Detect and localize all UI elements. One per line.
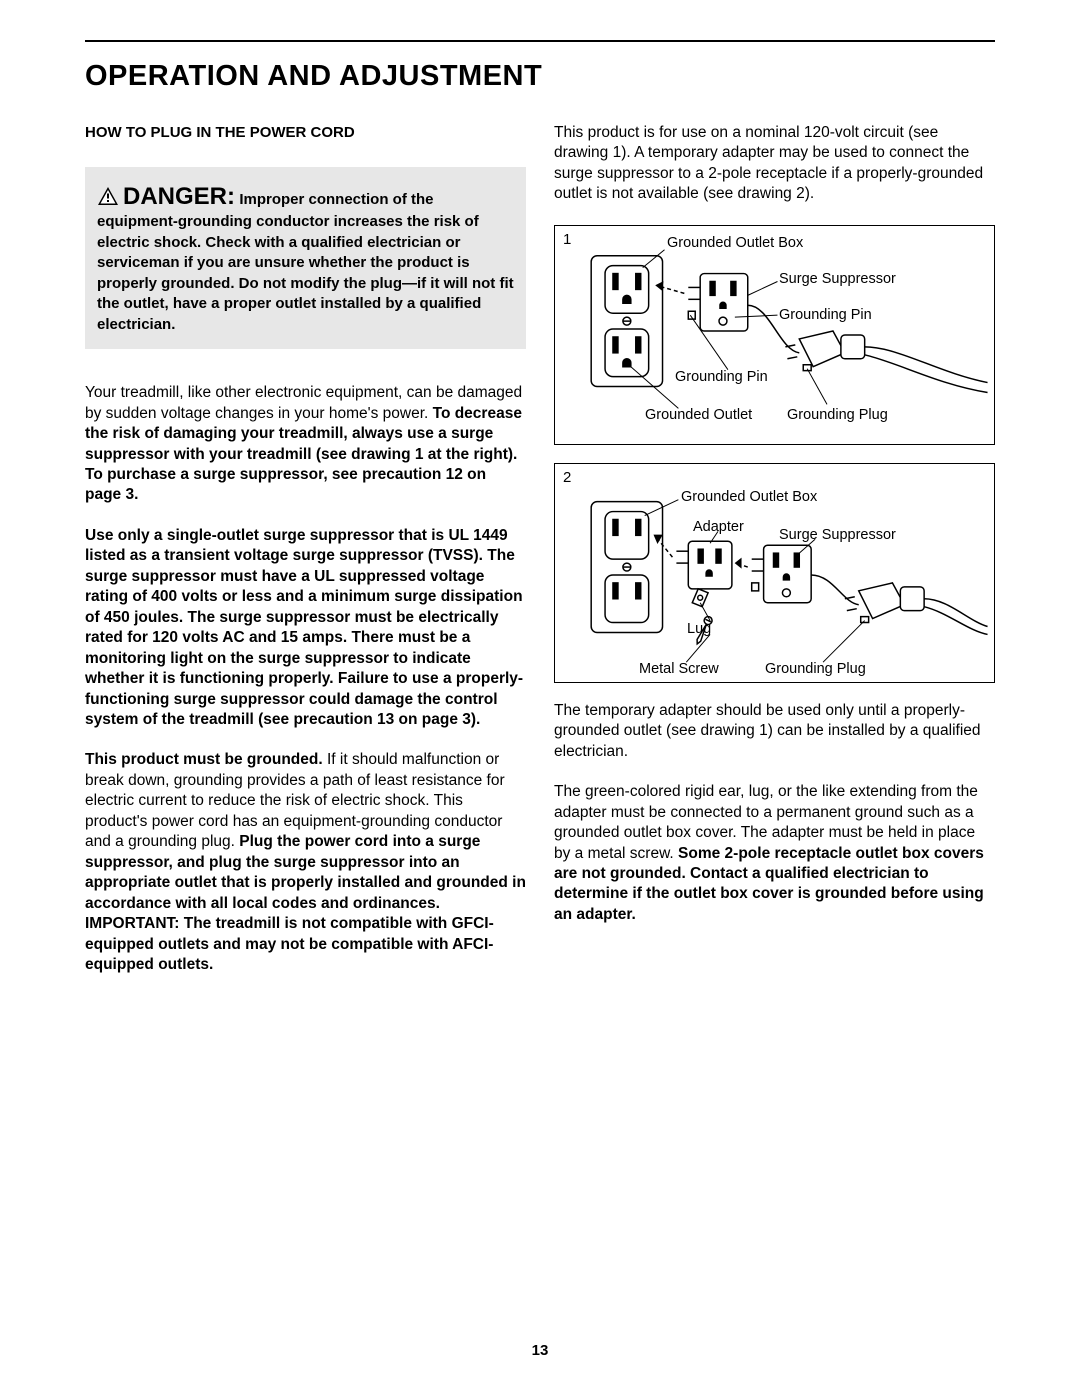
right-para-3: The green-colored rigid ear, lug, or the…: [554, 782, 995, 925]
content-columns: HOW TO PLUG IN THE POWER CORD DANGER: Im…: [85, 123, 995, 995]
page-number: 13: [0, 1342, 1080, 1359]
left-para-3: This product must be grounded. If it sho…: [85, 750, 526, 975]
left-column: HOW TO PLUG IN THE POWER CORD DANGER: Im…: [85, 123, 526, 995]
left-para-2: Use only a single-outlet surge suppresso…: [85, 526, 526, 731]
d2-label-outlet-box: Grounded Outlet Box: [681, 488, 817, 507]
top-rule: [85, 40, 995, 42]
d2-label-adapter: Adapter: [693, 518, 744, 537]
d1-label-gpin-top: Grounding Pin: [779, 306, 872, 325]
danger-body: Improper connection of the equipment-gro…: [97, 191, 514, 333]
left-para-3c: Plug the power cord into a surge suppres…: [85, 833, 526, 973]
diagram-1-svg: [555, 226, 994, 444]
section-subheading: HOW TO PLUG IN THE POWER CORD: [85, 123, 526, 143]
d2-label-gplug: Grounding Plug: [765, 660, 866, 679]
left-para-3a: This product must be grounded.: [85, 751, 323, 768]
right-para-1: This product is for use on a nominal 120…: [554, 123, 995, 205]
d2-label-lug: Lug: [687, 620, 711, 639]
danger-box: DANGER: Improper connection of the equip…: [85, 167, 526, 349]
right-column: This product is for use on a nominal 120…: [554, 123, 995, 995]
d2-label-metal-screw: Metal Screw: [639, 660, 719, 679]
d1-label-gpin-mid: Grounding Pin: [675, 368, 768, 387]
danger-heading: DANGER:: [123, 183, 235, 210]
diagram-1: 1: [554, 225, 995, 445]
d1-label-outlet-box: Grounded Outlet Box: [667, 234, 803, 253]
d2-label-surge: Surge Suppressor: [779, 526, 896, 545]
right-para-2: The temporary adapter should be used onl…: [554, 701, 995, 762]
left-para-1: Your treadmill, like other electronic eq…: [85, 383, 526, 506]
d1-label-gplug: Grounding Plug: [787, 406, 888, 425]
page-title: OPERATION AND ADJUSTMENT: [85, 60, 995, 93]
d1-label-surge: Surge Suppressor: [779, 270, 896, 289]
diagram-2: 2: [554, 463, 995, 683]
warning-icon: [97, 186, 119, 206]
d1-label-goutlet: Grounded Outlet: [645, 406, 752, 425]
